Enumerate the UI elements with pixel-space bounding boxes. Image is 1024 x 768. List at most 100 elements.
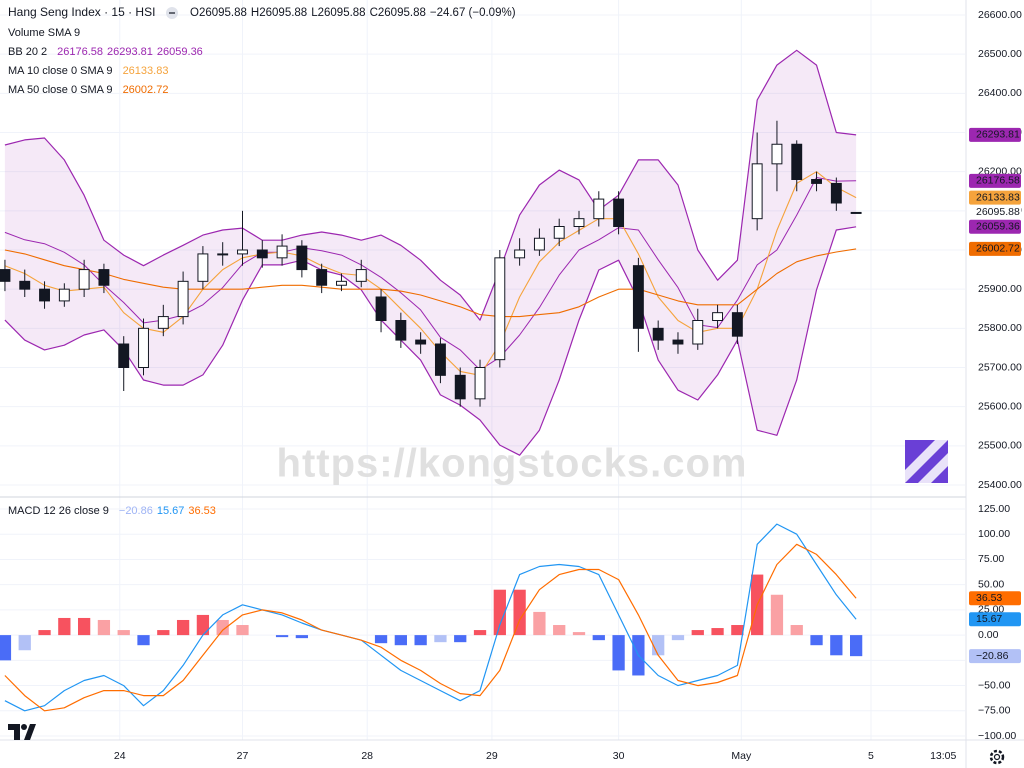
histogram-tag-bg	[969, 649, 1021, 664]
histogram-bar	[38, 630, 51, 636]
candle-body	[375, 296, 387, 321]
histogram-bar	[77, 617, 91, 636]
legend-item: 26002.72	[123, 84, 169, 96]
last-price-tag-bg	[969, 205, 1021, 220]
candle-body	[672, 339, 684, 345]
histogram-bar	[790, 625, 803, 636]
signal-tag-bg	[969, 591, 1021, 606]
candle-body	[316, 269, 328, 286]
x-tick-label: 5	[868, 750, 874, 762]
histogram-bar	[671, 635, 685, 641]
histogram-bar	[414, 635, 427, 646]
histogram-bar	[374, 635, 388, 644]
x-tick-label: May	[731, 750, 752, 762]
candle-body	[39, 288, 50, 302]
histogram-bar	[275, 635, 289, 638]
legend-item: MA 10 close 0 SMA 9	[8, 65, 113, 77]
candle-body	[791, 143, 803, 180]
candle-body	[434, 343, 446, 376]
y-tick-label: −50.00	[978, 679, 1011, 691]
y-tick-label: −100.00	[978, 730, 1016, 742]
histogram-bar	[236, 625, 249, 636]
x-tick-label: 28	[361, 750, 373, 762]
bb-basis-tag: 26176.58	[976, 175, 1020, 187]
histogram-bar	[176, 619, 190, 636]
logo-stripes	[905, 440, 948, 483]
y-tick-label: 0.00	[978, 629, 999, 641]
histogram-bar	[612, 635, 625, 671]
candle-body	[593, 198, 605, 220]
candle-body	[811, 179, 822, 184]
gear-hub	[993, 753, 1001, 761]
ohlc-letter: H	[251, 7, 259, 19]
y-tick-label: 100.00	[978, 528, 1010, 540]
candle-body	[692, 320, 704, 345]
signal-line	[4, 543, 857, 712]
candle-body	[494, 257, 506, 361]
ma-line	[4, 248, 857, 318]
logo-part	[24, 724, 36, 740]
candle-body	[276, 245, 288, 259]
symbol-title: Hang Seng Index · 15 · HSI	[8, 5, 155, 19]
legend-line: MA 10 close 0 SMA 9 26133.83	[8, 65, 168, 77]
candle-body	[573, 218, 585, 228]
bb-lower-tag-bg	[969, 219, 1021, 234]
histogram-bar	[137, 635, 150, 646]
bb-upper-line	[4, 49, 857, 321]
candle-body	[632, 265, 644, 329]
candle-body	[118, 343, 130, 368]
legend-item: Volume SMA 9	[8, 27, 80, 39]
candle-body	[19, 280, 31, 290]
histogram-bar	[0, 635, 12, 661]
candle-body	[157, 316, 169, 329]
x-tick-label: 29	[486, 750, 498, 762]
bb-basis-line	[4, 177, 857, 371]
histogram-bar	[513, 589, 526, 636]
y-tick-label: 125.00	[978, 503, 1010, 515]
y-tick-label: 25800.00	[978, 322, 1022, 334]
candle-body	[395, 320, 407, 341]
bb-fill	[4, 50, 857, 456]
histogram-bar	[473, 630, 487, 636]
macd-tag: 15.67	[976, 613, 1002, 625]
y-tick-label: 75.00	[978, 553, 1004, 565]
x-tick-label: 27	[237, 750, 249, 762]
candle-body	[177, 280, 189, 318]
bb-lower-tag: 26059.36	[976, 221, 1020, 233]
legend-item: 26133.83	[123, 65, 169, 77]
histogram-bar	[58, 617, 71, 636]
histogram-bar	[394, 635, 407, 646]
y-tick-label: 26500.00	[978, 48, 1022, 60]
candle-body	[138, 327, 149, 369]
candle-body	[415, 339, 427, 345]
settings-button[interactable]	[989, 749, 1005, 765]
candle-body	[217, 253, 229, 256]
last-price-tag: 26095.88	[976, 206, 1020, 218]
grid	[0, 0, 965, 740]
ohlc-value: 26095.88	[259, 7, 307, 19]
histogram-tag: −20.86	[976, 650, 1009, 662]
ohlc-value: 26095.88	[378, 7, 426, 19]
candle-body	[197, 253, 209, 282]
bb-upper-tag: 26293.81	[976, 129, 1020, 141]
legend-line: MA 50 close 0 SMA 9 26002.72	[8, 84, 168, 96]
histogram-bar	[196, 614, 210, 636]
legend-item: BB 20 2	[8, 46, 47, 58]
candle-body	[355, 269, 367, 282]
brand-logo	[905, 440, 948, 483]
watermark: https://kongstocks.com	[277, 442, 748, 486]
y-tick-label: 50.00	[978, 578, 1004, 590]
macd-line	[4, 523, 857, 712]
logo-part	[21, 724, 27, 730]
candle-body	[712, 312, 724, 321]
legend: Hang Seng Index · 15 · HSI O26095.88 H260…	[8, 5, 516, 517]
histogram-bar	[493, 589, 506, 636]
ma10-tag: 26133.83	[976, 191, 1020, 203]
histogram-bar	[157, 630, 170, 636]
legend-item: −20.86	[119, 505, 153, 517]
legend-item: MACD 12 26 close 9	[8, 505, 109, 517]
histogram-bar	[18, 635, 31, 651]
legend-item: 36.53	[188, 505, 216, 517]
y-tick-label: 26400.00	[978, 87, 1022, 99]
